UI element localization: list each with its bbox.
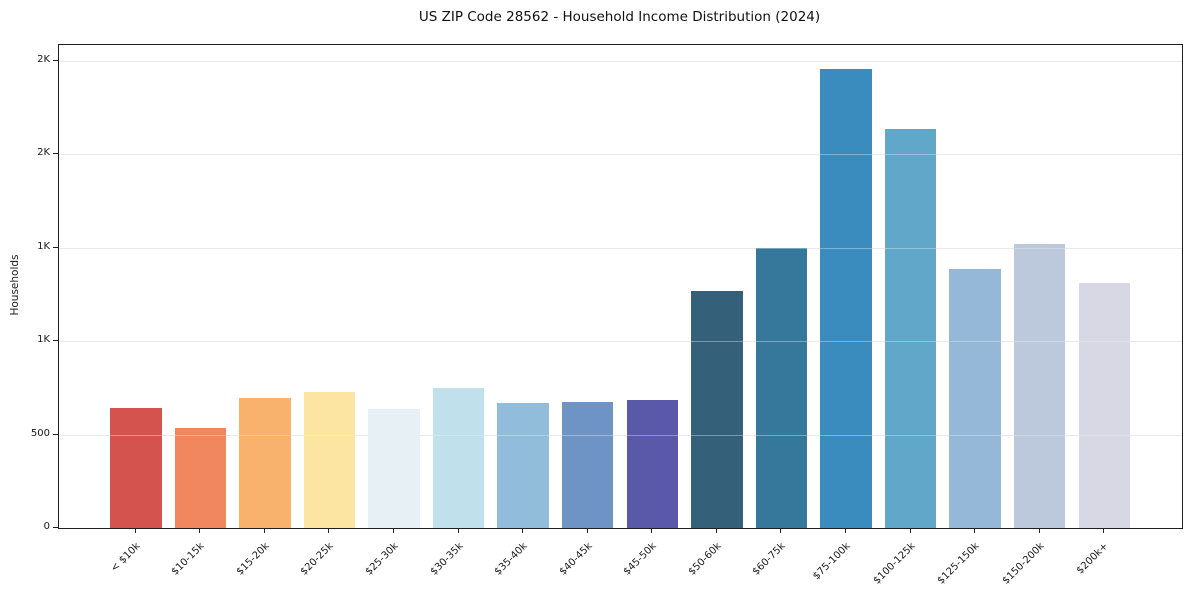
y-tick-mark [53, 433, 58, 435]
y-tick-mark [53, 246, 58, 248]
x-tick-mark [522, 528, 524, 533]
x-tick-mark [845, 528, 847, 533]
y-tick-mark [53, 527, 58, 528]
y-tick-mark [53, 153, 58, 155]
bar-45-50k [626, 399, 679, 528]
x-tick-mark [457, 528, 459, 533]
x-tick-label: < $10k [108, 540, 143, 575]
x-tick-mark [715, 528, 717, 533]
bar-200k [1078, 283, 1131, 528]
x-tick-label: $45-50k [621, 540, 659, 578]
gridline [59, 60, 1182, 62]
x-tick-label: $35-40k [492, 540, 530, 578]
x-tick-mark [134, 528, 136, 533]
chart-title: US ZIP Code 28562 - Household Income Dis… [418, 9, 821, 25]
x-tick-mark [651, 528, 653, 533]
x-tick-mark [199, 528, 201, 533]
y-tick-label: 1K [37, 334, 50, 345]
bar-35-40k [497, 402, 549, 528]
gridline-overlay [59, 60, 1182, 62]
x-tick-label: $10-15k [169, 540, 207, 578]
x-tick-mark [263, 528, 265, 533]
y-axis-label: Households [9, 254, 21, 316]
bar-150-200k [1013, 243, 1066, 528]
x-tick-label: $150-200k [1000, 540, 1047, 587]
x-tick-label: $30-35k [428, 540, 466, 578]
bar-50-60k [691, 290, 743, 528]
y-tick-label: 500 [30, 427, 50, 439]
x-tick-label: $25-30k [363, 540, 401, 578]
x-tick-mark [328, 528, 330, 533]
x-tick-label: $200k+ [1075, 540, 1111, 577]
gridline-overlay [59, 154, 1182, 156]
bar-10-15k [174, 427, 227, 528]
bar-75-100k [820, 68, 872, 528]
gridline [59, 154, 1182, 156]
plot-area [58, 44, 1183, 529]
bar-30-35k [432, 387, 485, 528]
bar-40-45k [561, 401, 614, 528]
y-tick-mark [53, 59, 58, 61]
y-tick-label: 2K [37, 53, 50, 65]
y-tick-label: 2K [37, 147, 50, 159]
y-tick-label: 0 [43, 521, 50, 532]
x-tick-mark [1103, 528, 1105, 533]
gridline-overlay [59, 247, 1182, 249]
bar-25-30k [368, 409, 420, 528]
bar-10k [110, 408, 162, 528]
x-tick-mark [909, 528, 911, 533]
gridline [59, 341, 1182, 342]
x-tick-label: $100-125k [871, 540, 918, 587]
x-tick-label: $20-25k [299, 540, 336, 578]
x-tick-label: $50-60k [686, 540, 724, 578]
x-tick-mark [780, 528, 782, 533]
gridline-overlay [59, 341, 1182, 342]
y-tick-label: 1K [37, 240, 50, 252]
bar-100-125k [884, 128, 937, 528]
x-tick-label: $125-150k [935, 540, 982, 587]
x-tick-label: $60-75k [751, 540, 788, 578]
bar-20-25k [303, 391, 356, 528]
y-tick-mark [53, 340, 58, 341]
x-tick-label: $40-45k [557, 540, 595, 578]
gridline [59, 434, 1182, 436]
bar-15-20k [239, 398, 291, 528]
bar-60-75k [755, 247, 808, 528]
gridline-overlay [59, 434, 1182, 436]
x-tick-mark [974, 528, 976, 533]
x-tick-mark [1038, 528, 1040, 533]
bar-125-150k [949, 269, 1001, 528]
gridline [59, 247, 1182, 249]
x-tick-label: $15-20k [234, 540, 272, 578]
x-tick-mark [586, 528, 588, 533]
x-tick-label: $75-100k [811, 540, 853, 583]
x-tick-mark [393, 528, 395, 533]
